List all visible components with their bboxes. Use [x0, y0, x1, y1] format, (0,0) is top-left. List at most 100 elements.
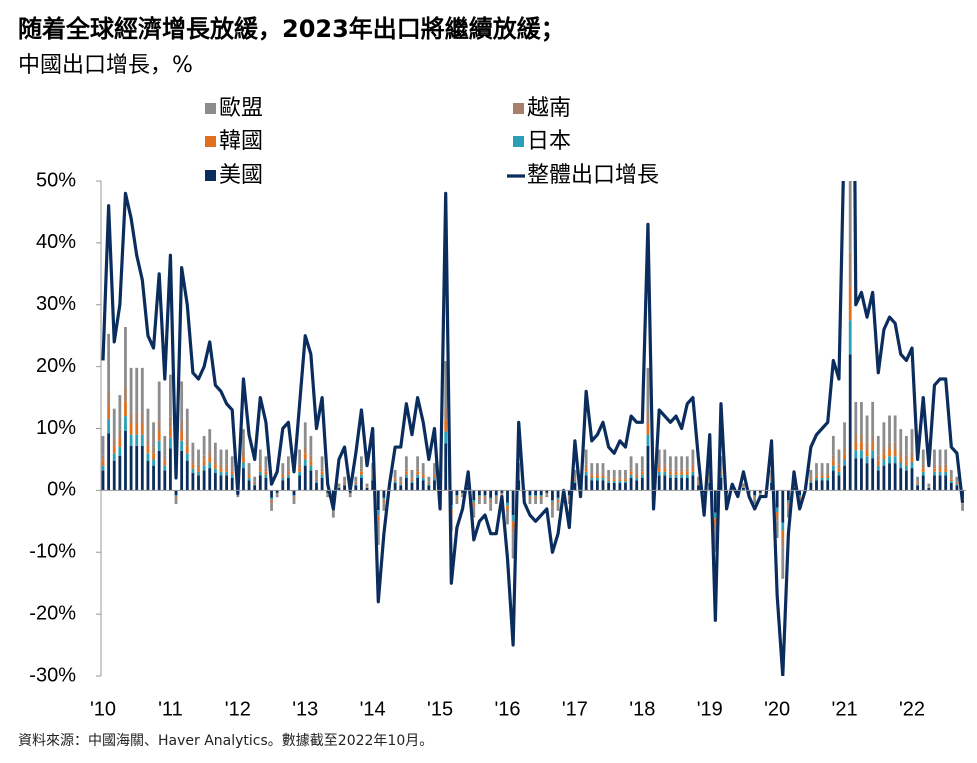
bar-segment — [258, 468, 262, 472]
bar-segment — [713, 490, 717, 513]
bar-segment — [888, 415, 891, 443]
bar-segment — [472, 490, 476, 501]
bar-segment — [185, 460, 189, 491]
bar-segment — [180, 381, 184, 422]
bar-segment — [916, 482, 920, 485]
bar-segment — [478, 496, 481, 498]
bar-segment — [101, 460, 105, 466]
bar-segment — [882, 453, 886, 460]
bar-segment — [865, 442, 869, 450]
bar-segment — [933, 475, 936, 491]
bar-segment — [584, 475, 588, 491]
bar-segment — [376, 515, 380, 521]
bar-segment — [624, 481, 627, 483]
bar-segment — [376, 520, 380, 526]
bar-segment — [506, 508, 509, 513]
bar-segment — [551, 500, 554, 503]
bar-segment — [360, 456, 363, 469]
bar-segment — [118, 395, 122, 430]
bar-segment — [742, 486, 745, 488]
bar-segment — [292, 497, 296, 500]
bar-segment — [472, 505, 476, 508]
bar-segment — [281, 478, 285, 481]
bar-segment — [433, 463, 436, 474]
bar-segment — [404, 474, 408, 478]
bar-segment — [213, 460, 217, 465]
bar-segment — [416, 468, 420, 472]
bar-segment — [461, 494, 464, 498]
bar-segment — [185, 408, 189, 439]
bar-segment — [393, 479, 397, 482]
bar-segment — [820, 473, 824, 476]
bar-segment — [607, 481, 611, 483]
bar-segment — [472, 502, 476, 506]
bar-segment — [567, 490, 571, 496]
bar-segment — [315, 479, 318, 482]
bar-segment — [573, 482, 577, 491]
bar-segment — [427, 476, 431, 482]
plot-area — [101, 181, 965, 676]
bar-segment — [584, 468, 588, 472]
bar-segment — [382, 490, 386, 498]
bar-segment — [489, 503, 493, 511]
bar-segment — [865, 456, 869, 464]
bar-segment — [331, 507, 335, 518]
bar-segment — [584, 464, 588, 469]
bar-segment — [837, 468, 841, 472]
bar-segment — [691, 475, 695, 491]
bar-segment — [809, 482, 813, 491]
bar-segment — [545, 490, 549, 493]
bar-segment — [657, 464, 661, 469]
bar-segment — [382, 503, 386, 511]
bar-segment — [663, 475, 667, 491]
bar-segment — [595, 480, 599, 491]
bar-segment — [545, 493, 549, 495]
bar-segment — [360, 471, 363, 475]
bar-segment — [433, 480, 436, 491]
bar-segment — [590, 463, 594, 474]
bar-segment — [242, 451, 245, 457]
bar-segment — [618, 482, 622, 491]
bar-segment — [910, 456, 914, 463]
bar-segment — [365, 486, 369, 487]
bar-segment — [107, 404, 111, 420]
bar-segment — [478, 499, 481, 504]
bar-segment — [876, 460, 880, 466]
bar-segment — [556, 497, 560, 500]
bar-segment — [483, 499, 487, 504]
bar-segment — [674, 474, 678, 478]
legend-label: 整體出口增長 — [527, 163, 659, 188]
bar-segment — [129, 412, 133, 424]
bar-segment — [315, 481, 318, 483]
source-note: 資料來源：中國海關、Haver Analytics。數據截至2022年10月。 — [18, 733, 433, 749]
bar-segment — [404, 478, 408, 491]
bar-segment — [882, 422, 886, 448]
bar-segment — [506, 502, 509, 506]
bar-segment — [826, 475, 830, 478]
x-tick-label: '17 — [562, 698, 588, 720]
bar-segment — [124, 416, 127, 431]
bar-segment — [893, 456, 897, 464]
bar-segment — [691, 449, 695, 465]
bar-segment — [556, 503, 560, 511]
bar-segment — [146, 460, 150, 491]
bar-segment — [185, 453, 189, 461]
bar-segment — [500, 494, 504, 495]
bar-segment — [876, 455, 880, 461]
bar-segment — [326, 492, 330, 494]
bar-segment — [944, 464, 948, 469]
bar-segment — [354, 481, 358, 483]
bar-segment — [275, 493, 279, 495]
bar-segment — [286, 468, 290, 472]
bar-segment — [899, 451, 903, 457]
legend-label: 歐盟 — [219, 96, 263, 121]
bar-segment — [629, 456, 633, 469]
bar-segment — [219, 475, 223, 491]
bar-segment — [242, 456, 245, 463]
bar-segment — [124, 430, 127, 491]
bar-segment — [365, 483, 369, 487]
bar-segment — [612, 481, 616, 483]
bar-segment — [225, 468, 228, 472]
bar-segment — [337, 486, 341, 487]
bar-segment — [152, 447, 155, 454]
